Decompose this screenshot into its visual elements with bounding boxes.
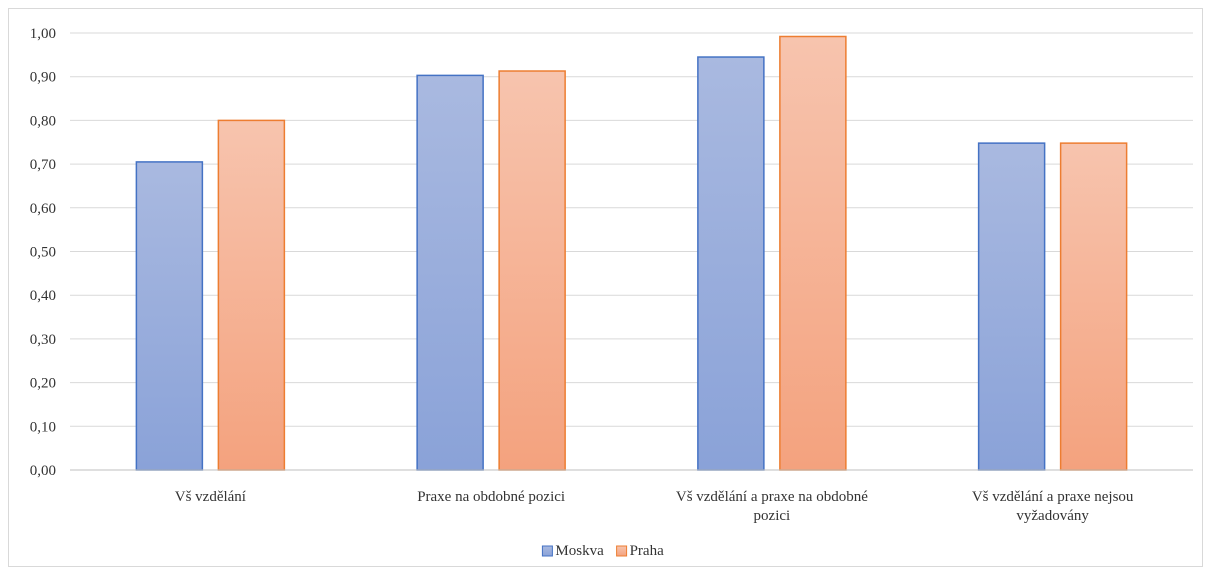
bars bbox=[135, 35, 1128, 471]
legend-swatch-moskva bbox=[541, 545, 553, 557]
bar-moskva-1 bbox=[135, 161, 204, 471]
bar-moskva-2 bbox=[416, 74, 484, 471]
x-category-label: Vš vzdělání bbox=[175, 489, 246, 505]
y-tick-label: 0,00 bbox=[30, 463, 56, 479]
legend-swatch-praha bbox=[616, 545, 628, 557]
bar-chart: 0,00 0,10 0,20 0,30 0,40 0,50 0,60 0,70 0,80 0,90… bbox=[30, 26, 1193, 559]
y-tick-label: 0,90 bbox=[30, 70, 56, 86]
bar-praha-2 bbox=[498, 70, 566, 471]
bar-praha-3 bbox=[779, 35, 847, 471]
bar-moskva-3 bbox=[697, 56, 765, 471]
bar-moskva-4 bbox=[977, 142, 1046, 471]
x-category-label: Vš vzdělání a praxe na obdobné bbox=[676, 489, 868, 505]
y-tick-label: 0,50 bbox=[30, 245, 56, 261]
y-tick-label: 0,40 bbox=[30, 288, 56, 304]
x-category-label: vyžadovány bbox=[1016, 508, 1089, 524]
legend-label-moskva: Moskva bbox=[555, 543, 604, 559]
legend-label-praha: Praha bbox=[630, 543, 664, 559]
x-category-label: Vš vzdělání a praxe nejsou bbox=[972, 489, 1134, 505]
bar-praha-4 bbox=[1059, 142, 1128, 471]
y-axis-ticks: 0,00 0,10 0,20 0,30 0,40 0,50 0,60 0,70 0,80 0,90… bbox=[30, 26, 56, 479]
x-category-label: Praxe na obdobné pozici bbox=[417, 489, 565, 505]
y-tick-label: 0,30 bbox=[30, 332, 56, 348]
bar-praha-1 bbox=[217, 119, 286, 471]
x-category-label: pozici bbox=[754, 508, 791, 524]
y-tick-label: 1,00 bbox=[30, 26, 56, 42]
y-tick-label: 0,80 bbox=[30, 113, 56, 129]
y-tick-label: 0,70 bbox=[30, 157, 56, 173]
chart-frame: 0,00 0,10 0,20 0,30 0,40 0,50 0,60 0,70 0,80 0,90… bbox=[8, 8, 1203, 567]
category-labels: Vš vzdělání Praxe na obdobné pozici Vš vzd… bbox=[175, 489, 1134, 524]
y-tick-label: 0,10 bbox=[30, 419, 56, 435]
y-tick-label: 0,20 bbox=[30, 376, 56, 392]
legend: Moskva Praha bbox=[541, 543, 664, 559]
y-tick-label: 0,60 bbox=[30, 201, 56, 217]
